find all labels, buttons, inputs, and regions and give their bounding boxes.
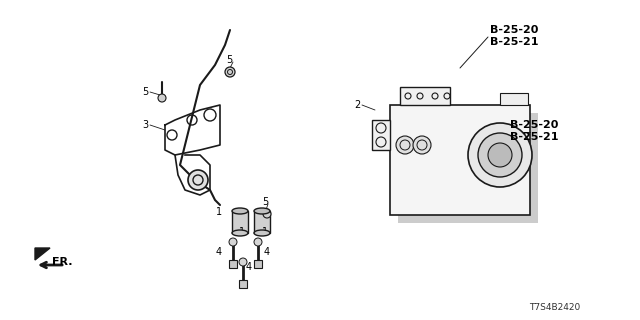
Text: 1: 1	[262, 227, 268, 237]
Text: FR.: FR.	[52, 257, 72, 267]
Ellipse shape	[232, 208, 248, 214]
Circle shape	[478, 133, 522, 177]
Bar	[254, 211, 270, 233]
Text: B-25-21: B-25-21	[490, 37, 538, 47]
Circle shape	[239, 258, 247, 266]
Bar	[400, 87, 450, 105]
Circle shape	[413, 136, 431, 154]
Text: 1: 1	[239, 227, 245, 237]
Text: B-25-20: B-25-20	[510, 120, 558, 130]
Bar	[239, 280, 247, 288]
Text: 4: 4	[246, 262, 252, 272]
Bar	[372, 120, 390, 150]
Bar	[390, 105, 530, 215]
Bar	[229, 260, 237, 268]
Text: T7S4B2420: T7S4B2420	[529, 303, 580, 313]
Text: 4: 4	[216, 247, 222, 257]
Text: 2: 2	[354, 100, 360, 110]
Circle shape	[468, 123, 532, 187]
Text: 1: 1	[216, 207, 222, 217]
Circle shape	[158, 94, 166, 102]
Bar	[254, 260, 262, 268]
Circle shape	[263, 210, 271, 218]
Bar	[500, 93, 528, 105]
Bar	[232, 211, 248, 233]
Circle shape	[225, 67, 235, 77]
Text: B-25-21: B-25-21	[510, 132, 559, 142]
Text: 5: 5	[226, 55, 232, 65]
Text: B-25-20: B-25-20	[490, 25, 538, 35]
FancyBboxPatch shape	[398, 113, 538, 223]
Polygon shape	[35, 248, 50, 260]
Ellipse shape	[254, 208, 270, 214]
Text: 3: 3	[142, 120, 148, 130]
Circle shape	[396, 136, 414, 154]
Circle shape	[229, 238, 237, 246]
Text: 5: 5	[141, 87, 148, 97]
Ellipse shape	[254, 230, 270, 236]
Text: 4: 4	[264, 247, 270, 257]
Text: 5: 5	[262, 197, 268, 207]
Circle shape	[188, 170, 208, 190]
Ellipse shape	[232, 230, 248, 236]
Circle shape	[488, 143, 512, 167]
Circle shape	[254, 238, 262, 246]
